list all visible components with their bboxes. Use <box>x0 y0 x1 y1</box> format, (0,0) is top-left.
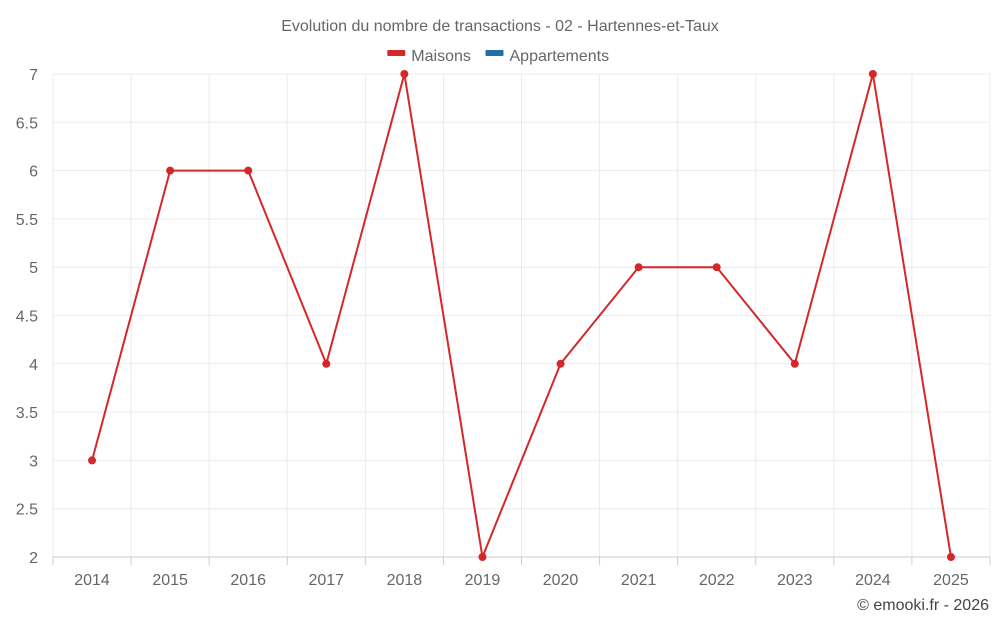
y-tick-label: 7 <box>29 67 38 84</box>
x-tick-label: 2019 <box>465 572 501 589</box>
y-tick-label: 4 <box>29 357 38 374</box>
legend-label: Maisons <box>411 48 471 65</box>
data-point[interactable] <box>244 166 253 175</box>
y-tick-label: 3.5 <box>16 405 38 422</box>
legend-swatch <box>387 50 406 56</box>
x-tick-label: 2020 <box>543 572 579 589</box>
series-layer <box>88 70 955 561</box>
legend-swatch <box>485 50 504 56</box>
series-line-maisons <box>91 73 952 558</box>
chart-title: Evolution du nombre de transactions - 02… <box>281 18 719 35</box>
text-layer: Evolution du nombre de transactions - 02… <box>16 18 989 614</box>
data-point[interactable] <box>790 359 799 368</box>
x-tick-label: 2025 <box>933 572 969 589</box>
y-tick-label: 4.5 <box>16 309 38 326</box>
y-tick-label: 2 <box>29 550 38 567</box>
legend-item-appartements[interactable]: Appartements <box>485 48 610 65</box>
grid <box>52 73 991 557</box>
y-tick-label: 5.5 <box>16 212 38 229</box>
data-point[interactable] <box>634 263 643 272</box>
legend-item-maisons[interactable]: Maisons <box>387 48 471 65</box>
x-tick-label: 2022 <box>699 572 735 589</box>
axes <box>52 556 991 565</box>
y-tick-label: 2.5 <box>16 502 38 519</box>
data-point[interactable] <box>556 359 565 368</box>
x-tick-label: 2016 <box>230 572 266 589</box>
data-point[interactable] <box>400 70 409 78</box>
credit-text[interactable]: © emooki.fr - 2026 <box>857 597 989 614</box>
x-tick-label: 2024 <box>855 572 891 589</box>
y-tick-label: 6 <box>29 164 38 181</box>
x-tick-label: 2015 <box>152 572 188 589</box>
data-point[interactable] <box>946 553 955 561</box>
x-tick-label: 2014 <box>74 572 110 589</box>
data-point[interactable] <box>712 263 721 272</box>
data-point[interactable] <box>166 166 175 175</box>
data-point[interactable] <box>478 553 487 561</box>
x-tick-label: 2023 <box>777 572 813 589</box>
legend-label: Appartements <box>510 48 610 65</box>
y-tick-label: 3 <box>29 453 38 470</box>
data-point[interactable] <box>322 359 331 368</box>
x-tick-label: 2018 <box>387 572 423 589</box>
x-tick-label: 2017 <box>308 572 344 589</box>
y-tick-label: 5 <box>29 260 38 277</box>
data-point[interactable] <box>88 456 97 465</box>
y-tick-label: 6.5 <box>16 115 38 132</box>
data-point[interactable] <box>868 70 877 78</box>
x-tick-label: 2021 <box>621 572 657 589</box>
